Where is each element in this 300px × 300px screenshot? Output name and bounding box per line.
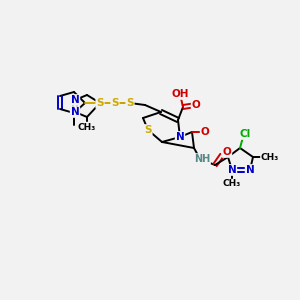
Text: N: N bbox=[176, 132, 184, 142]
Text: S: S bbox=[96, 98, 104, 108]
Text: NH: NH bbox=[194, 154, 210, 164]
Text: S: S bbox=[126, 98, 134, 108]
Text: S: S bbox=[144, 125, 152, 135]
Text: OH: OH bbox=[171, 89, 189, 99]
Text: S: S bbox=[111, 98, 119, 108]
Text: O: O bbox=[223, 147, 231, 157]
Text: N: N bbox=[70, 95, 80, 105]
Text: Cl: Cl bbox=[239, 129, 250, 139]
Text: N: N bbox=[228, 165, 236, 175]
Text: CH₃: CH₃ bbox=[223, 179, 241, 188]
Text: O: O bbox=[192, 100, 200, 110]
Text: CH₃: CH₃ bbox=[261, 152, 279, 161]
Text: CH₃: CH₃ bbox=[78, 122, 96, 131]
Text: N: N bbox=[246, 165, 254, 175]
Text: O: O bbox=[201, 127, 209, 137]
Text: N: N bbox=[70, 107, 80, 117]
